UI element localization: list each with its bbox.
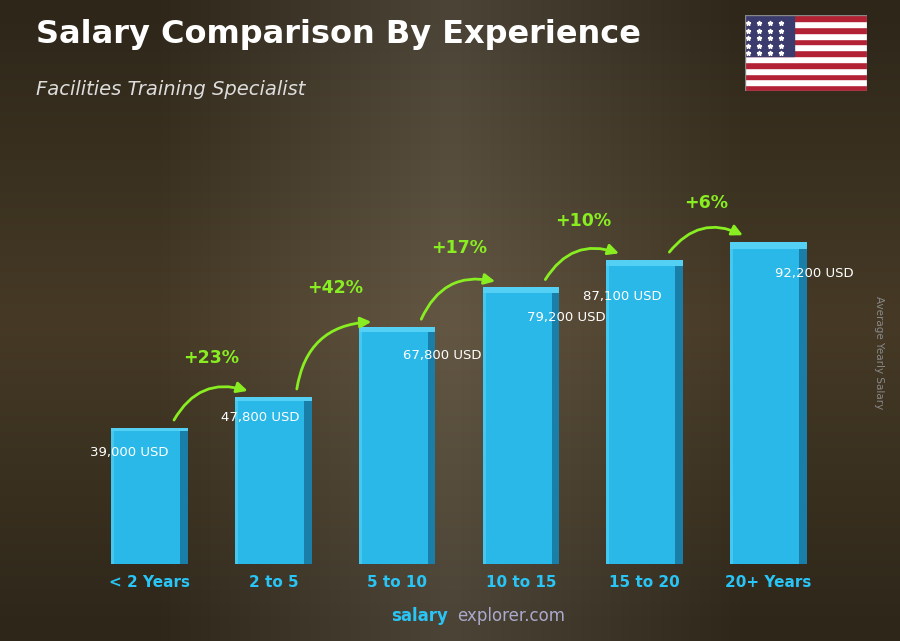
Bar [482, 287, 559, 564]
Bar [745, 21, 867, 27]
Bar [235, 397, 311, 401]
Text: 92,200 USD: 92,200 USD [775, 267, 853, 281]
Bar [745, 27, 867, 33]
Bar [745, 74, 867, 79]
Bar [235, 397, 238, 564]
Text: 47,800 USD: 47,800 USD [221, 410, 300, 424]
Text: salary: salary [392, 607, 448, 625]
Bar [428, 327, 436, 564]
Bar [552, 287, 559, 564]
Text: 87,100 USD: 87,100 USD [583, 290, 662, 303]
Bar [799, 242, 806, 564]
Bar [359, 327, 436, 564]
Text: +10%: +10% [554, 212, 611, 230]
Bar [745, 56, 867, 62]
Text: 79,200 USD: 79,200 USD [527, 311, 606, 324]
Text: 67,800 USD: 67,800 USD [403, 349, 482, 362]
Bar [235, 397, 311, 564]
Bar [745, 33, 867, 38]
Bar [607, 260, 683, 564]
Bar [745, 38, 867, 44]
Bar [359, 327, 436, 332]
Bar [745, 62, 867, 68]
Bar [745, 50, 867, 56]
Bar [607, 260, 683, 266]
Bar [304, 397, 311, 564]
Bar [745, 44, 867, 50]
Bar [180, 428, 188, 564]
Bar [112, 428, 188, 431]
Bar [482, 287, 486, 564]
Bar [607, 260, 609, 564]
Bar [745, 15, 794, 56]
Bar [675, 260, 683, 564]
Bar [730, 242, 806, 249]
Bar [112, 428, 114, 564]
Text: Facilities Training Specialist: Facilities Training Specialist [36, 80, 305, 99]
Bar [112, 428, 188, 564]
Text: +6%: +6% [685, 194, 728, 212]
Bar [745, 68, 867, 74]
Text: +17%: +17% [431, 240, 487, 258]
Bar [730, 242, 806, 564]
Text: Salary Comparison By Experience: Salary Comparison By Experience [36, 19, 641, 50]
Text: explorer.com: explorer.com [457, 607, 565, 625]
Bar [482, 287, 559, 294]
Bar [745, 85, 867, 91]
Bar [359, 327, 362, 564]
Text: 39,000 USD: 39,000 USD [90, 445, 168, 459]
Text: +23%: +23% [184, 349, 239, 367]
Text: +42%: +42% [307, 279, 364, 297]
Bar [730, 242, 734, 564]
Text: Average Yearly Salary: Average Yearly Salary [874, 296, 884, 409]
Bar [745, 79, 867, 85]
Bar [745, 15, 867, 21]
